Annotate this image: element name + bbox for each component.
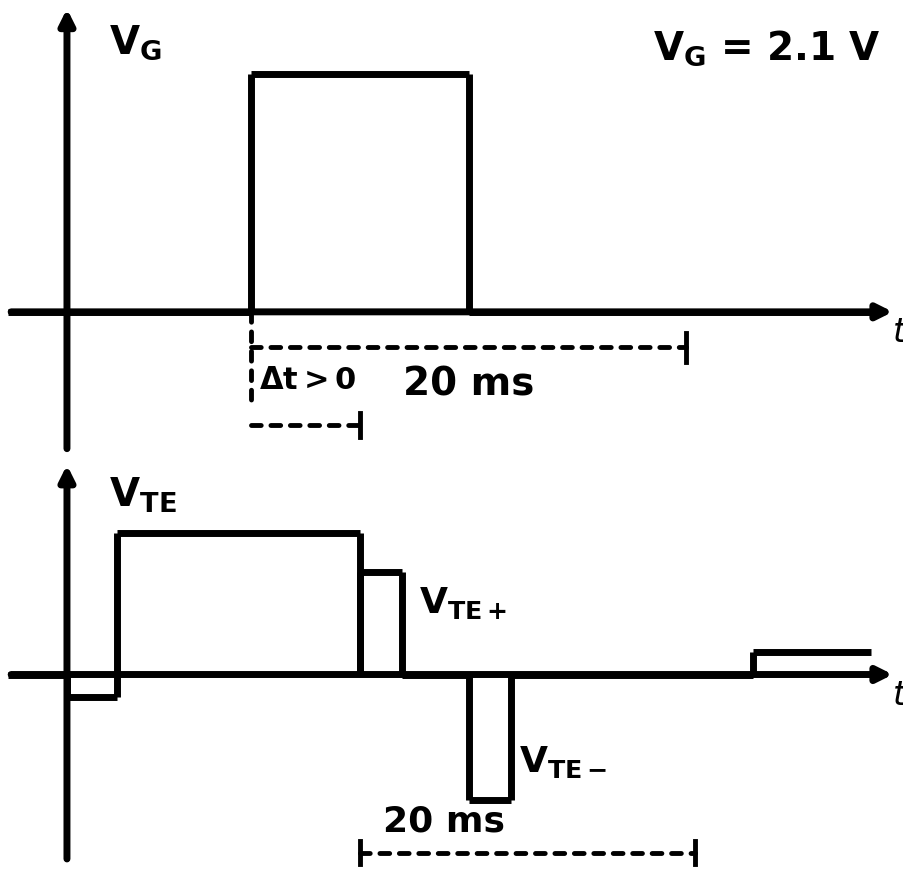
Text: $\mathbf{V_{TE}}$: $\mathbf{V_{TE}}$ (108, 476, 176, 515)
Text: $\mathbf{V_{TE-}}$: $\mathbf{V_{TE-}}$ (518, 744, 607, 781)
Text: $\mathbf{V_G}$: $\mathbf{V_G}$ (108, 24, 162, 62)
Text: $\mathit{t}$: $\mathit{t}$ (890, 316, 903, 349)
Text: $\mathbf{V_G}$ = 2.1 V: $\mathbf{V_G}$ = 2.1 V (652, 29, 880, 69)
Text: 20 ms: 20 ms (382, 805, 504, 839)
Text: $\mathbf{\Delta t>0}$: $\mathbf{\Delta t>0}$ (259, 366, 357, 395)
Text: 20 ms: 20 ms (403, 365, 534, 403)
Text: $\mathit{t}$: $\mathit{t}$ (890, 678, 903, 712)
Text: $\mathbf{V_{TE+}}$: $\mathbf{V_{TE+}}$ (418, 584, 506, 620)
